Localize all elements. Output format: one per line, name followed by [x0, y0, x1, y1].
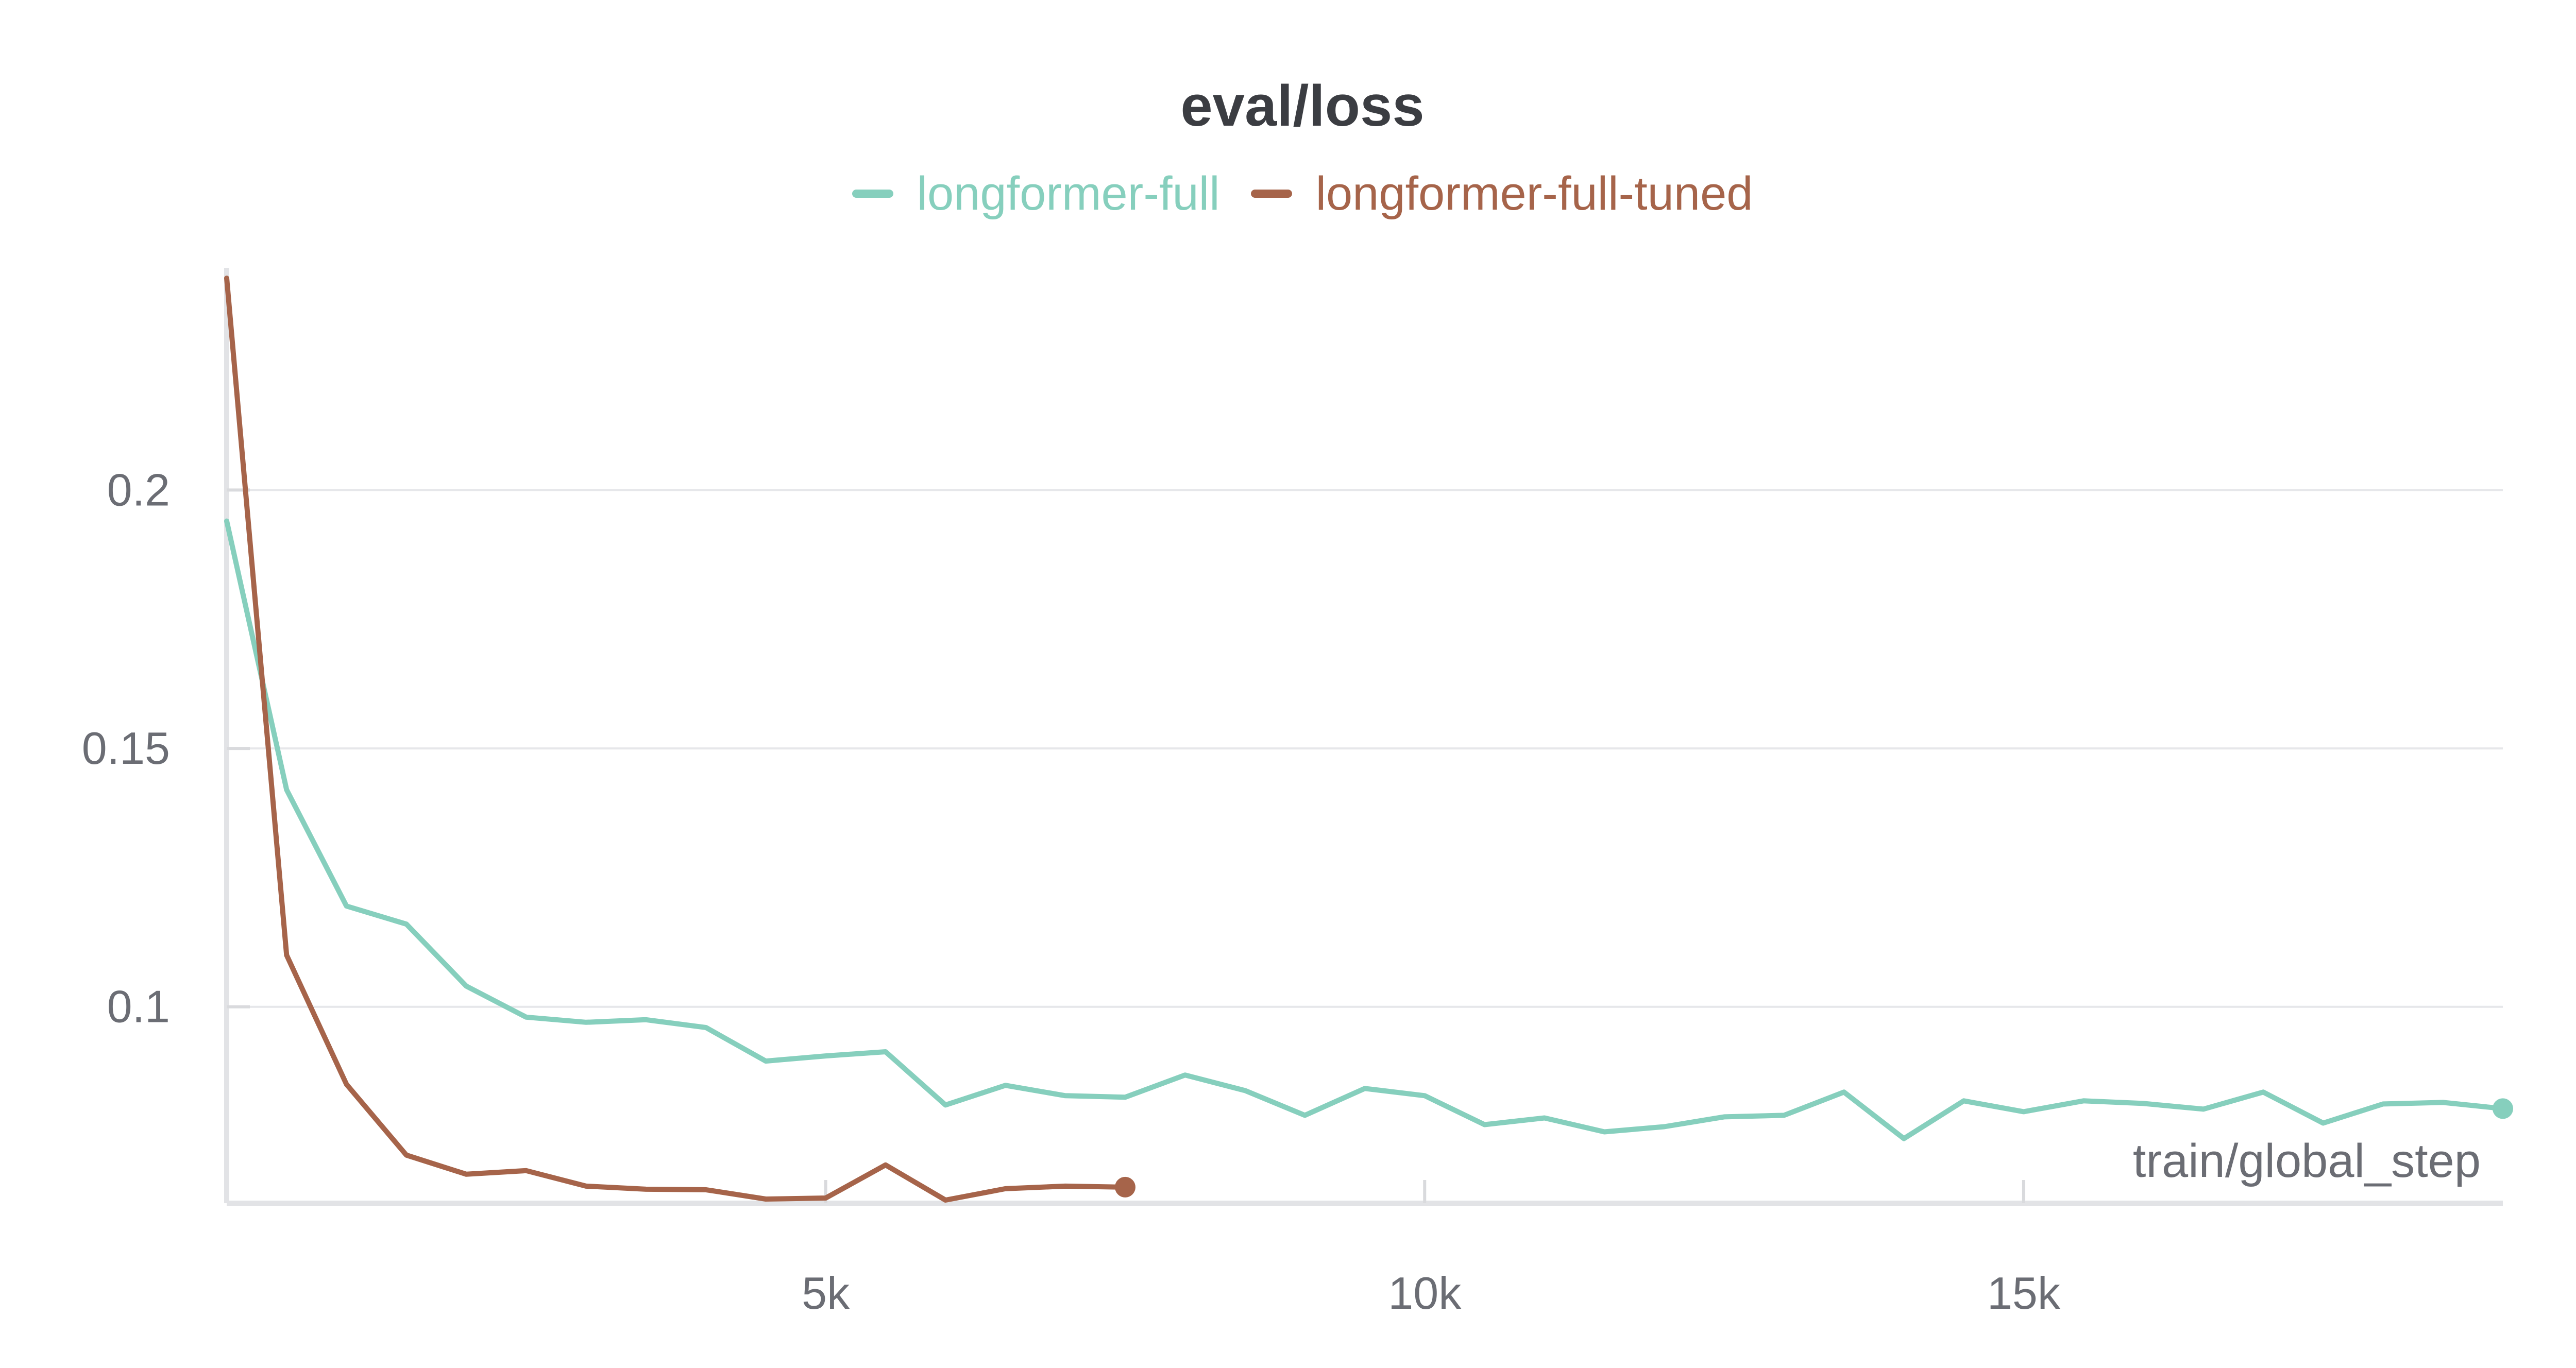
axes	[224, 268, 2503, 1206]
legend-swatch-longformer-full-tuned	[1250, 190, 1292, 198]
series-endpoint-longformer-full[interactable]	[2493, 1098, 2513, 1119]
legend-swatch-longformer-full	[852, 190, 893, 198]
legend-item-longformer-full[interactable]: longformer-full	[852, 170, 1220, 217]
x-tick-label: 15k	[1987, 1268, 2061, 1319]
y-tick-label: 0.1	[107, 981, 170, 1032]
grid-lines	[227, 489, 2503, 1008]
y-tick-label: 0.15	[82, 723, 170, 774]
legend-label-longformer-full-tuned: longformer-full-tuned	[1315, 167, 1753, 220]
series-line-longformer-full[interactable]	[224, 518, 2505, 1141]
y-tick-label: 0.2	[107, 464, 170, 515]
series-line-longformer-full-tuned[interactable]	[224, 276, 1128, 1203]
series-endpoint-longformer-full-tuned[interactable]	[1114, 1176, 1136, 1198]
x-axis-label: train/global_step	[2133, 1135, 2481, 1187]
legend-item-longformer-full-tuned[interactable]: longformer-full-tuned	[1250, 167, 1753, 220]
legend-label-longformer-full: longformer-full	[917, 167, 1220, 220]
chart-title: eval/loss	[1180, 74, 1425, 138]
series-lines	[224, 276, 2513, 1203]
axis-ticks: 0.1 0.15 0.2 5k 10k 15k	[82, 464, 2061, 1319]
x-tick-label: 10k	[1388, 1268, 1462, 1319]
x-tick-label: 5k	[802, 1268, 850, 1319]
legend: longformer-full longformer-full-tuned	[0, 170, 2576, 217]
